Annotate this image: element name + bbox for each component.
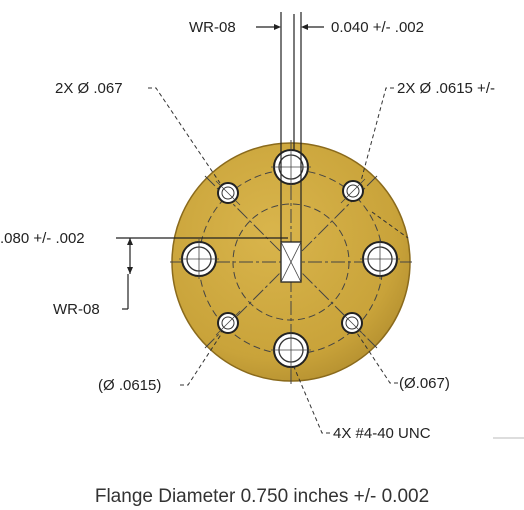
leader-lines	[148, 87, 409, 434]
top-arrow-left	[274, 24, 281, 30]
label-hole-0615-top: 2X Ø .0615 +/-	[397, 80, 495, 97]
threaded-hole-left	[179, 239, 219, 279]
top-arrow-right	[301, 24, 308, 30]
label-gap-tolerance: 0.040 +/- .002	[331, 19, 424, 36]
threaded-hole-bottom	[271, 330, 311, 370]
label-hole-067-bottom: (Ø.067)	[399, 375, 450, 392]
threaded-hole-right	[360, 239, 400, 279]
opening-diag-2	[280, 241, 302, 283]
label-wr08-side: WR-08	[53, 301, 100, 318]
label-hole-0615-bottom: (Ø .0615)	[98, 377, 161, 394]
small-hole-upper-left	[215, 180, 241, 206]
label-hole-067-top: 2X Ø .067	[55, 80, 123, 97]
top-dimension-lines	[256, 12, 324, 242]
left-arrow-up	[127, 238, 133, 245]
label-height-tolerance: .080 +/- .002	[0, 230, 85, 247]
small-hole-upper-right	[340, 178, 366, 204]
caption-flange-diameter: Flange Diameter 0.750 inches +/- 0.002	[95, 486, 429, 507]
small-hole-lower-left	[215, 310, 241, 336]
label-thread-spec: 4X #4-40 UNC	[333, 425, 431, 442]
label-wr08-top: WR-08	[189, 19, 236, 36]
left-arrow-down	[127, 267, 133, 274]
small-hole-lower-right	[339, 310, 365, 336]
threaded-hole-top	[271, 147, 311, 187]
